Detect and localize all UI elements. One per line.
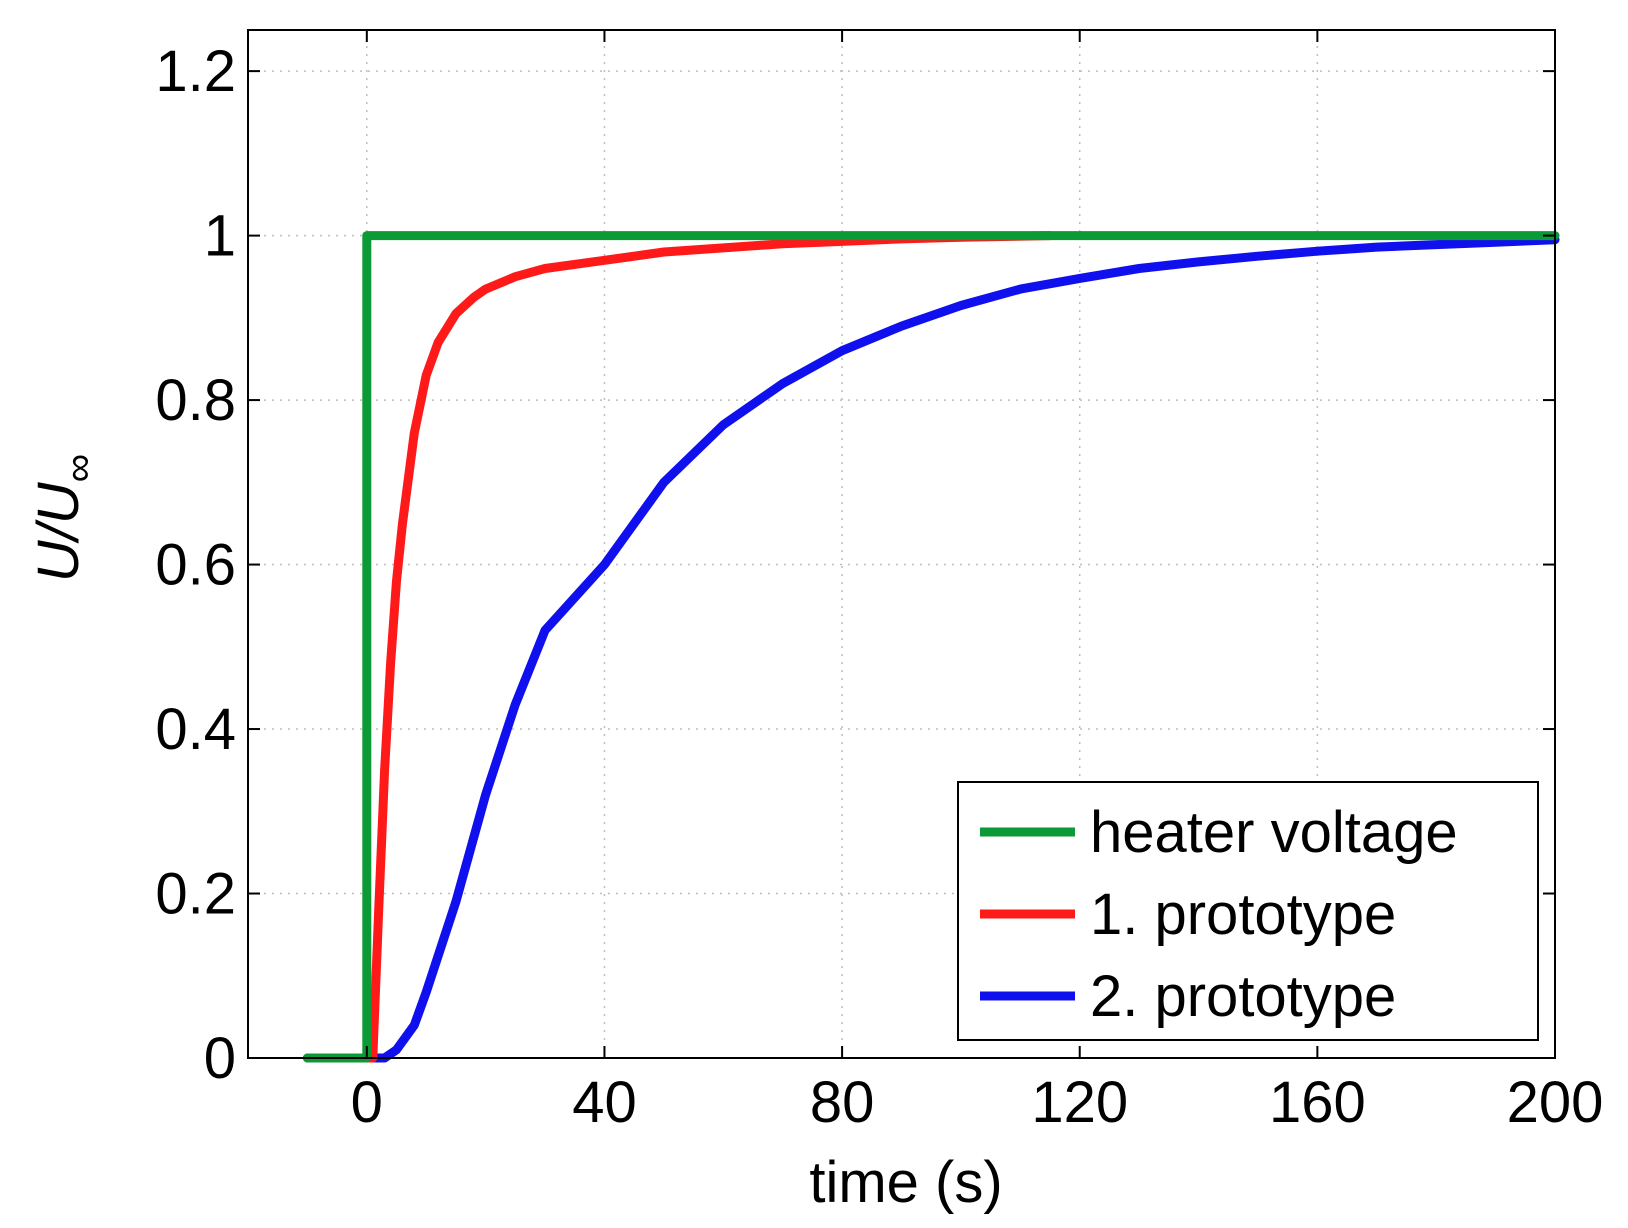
legend-label-3: 2. prototype (1090, 964, 1396, 1029)
x-tick-label: 80 (810, 1070, 875, 1135)
y-tick-label: 0.4 (155, 697, 236, 762)
y-axis-label: U/U∞ (26, 454, 101, 582)
x-tick-label: 200 (1507, 1070, 1604, 1135)
ticks: 0 40 80 120 160 200 0 0.2 0.4 0.6 0.8 1 1.2 (155, 30, 1603, 1135)
x-tick-label: 120 (1031, 1070, 1128, 1135)
legend-label-1: heater voltage (1090, 800, 1458, 865)
y-axis-label-main: U/U (26, 481, 91, 582)
legend: heater voltage 1. prototype 2. prototype (957, 781, 1539, 1041)
y-tick-label: 1.2 (155, 39, 236, 104)
y-tick-label: 0.8 (155, 368, 236, 433)
legend-label-2: 1. prototype (1090, 882, 1396, 947)
y-tick-label: 0.6 (155, 533, 236, 598)
series-line-3 (302, 235, 1560, 1063)
y-axis-label-subscript: ∞ (57, 454, 101, 483)
series-line-1 (302, 231, 1560, 1063)
plot-frame (247, 29, 1556, 1059)
x-tick-label: 40 (572, 1070, 637, 1135)
y-tick-label: 0.2 (155, 862, 236, 927)
x-axis-label: time (s) (809, 1150, 1002, 1215)
y-tick-label: 1 (204, 204, 236, 269)
series-layer (302, 231, 1560, 1063)
series-line-2 (302, 231, 1055, 1063)
svg-text:U/U∞: U/U∞ (26, 454, 101, 582)
y-tick-label: 0 (204, 1026, 236, 1091)
x-tick-label: 0 (351, 1070, 383, 1135)
x-tick-label: 160 (1269, 1070, 1366, 1135)
